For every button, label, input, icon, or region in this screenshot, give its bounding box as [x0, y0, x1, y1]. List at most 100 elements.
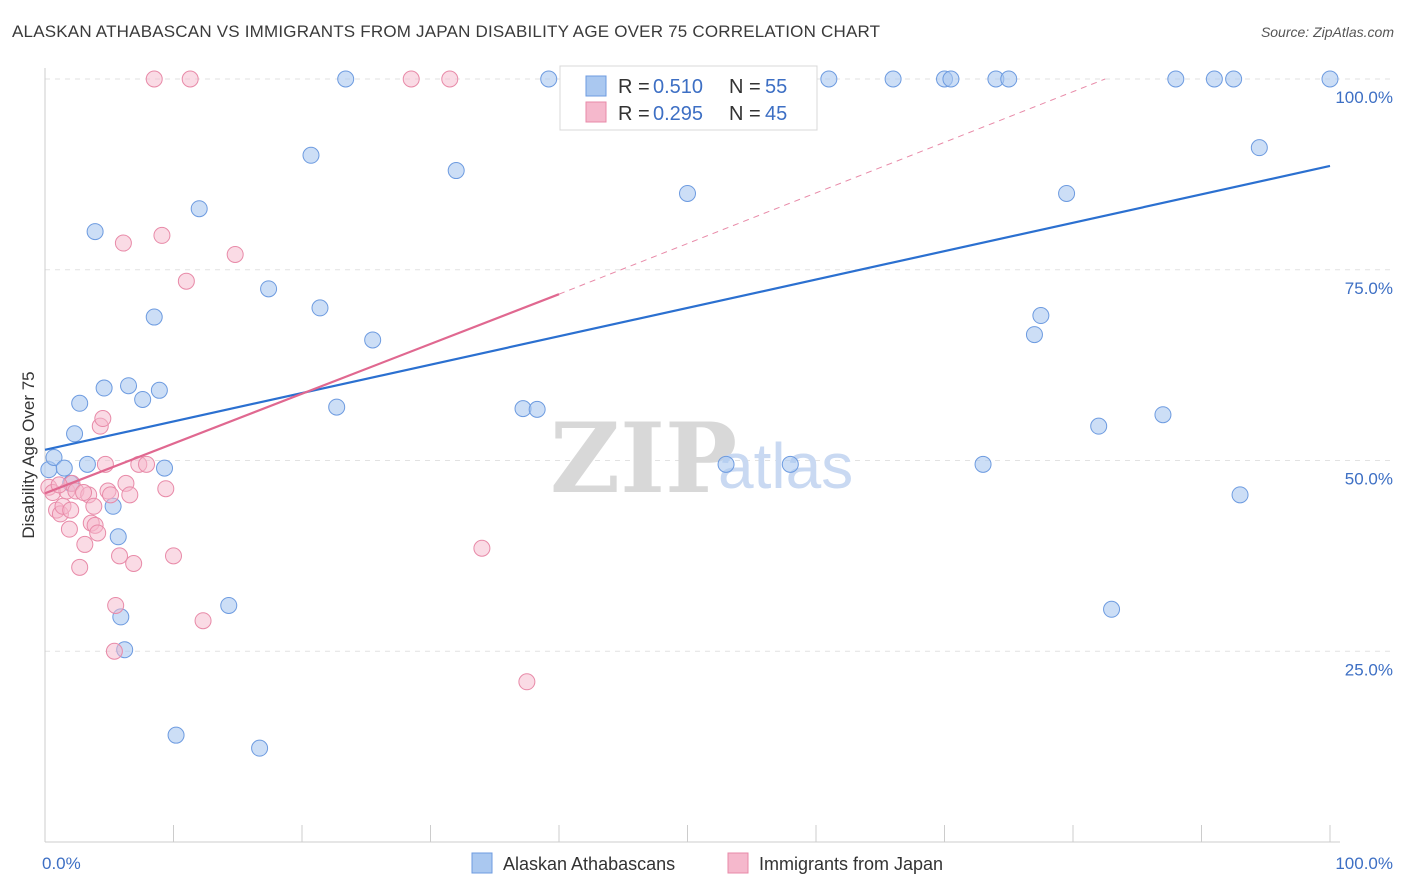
point-immigrants-from-japan: [138, 455, 156, 473]
point-alaskan-athabascans: [260, 280, 278, 298]
bottom-legend-label-blue: Alaskan Athabascans: [503, 854, 675, 874]
point-immigrants-from-japan: [76, 535, 94, 553]
point-alaskan-athabascans: [150, 381, 168, 399]
grid-lines: [45, 78, 1395, 652]
point-immigrants-from-japan: [125, 555, 143, 573]
point-immigrants-from-japan: [145, 70, 163, 88]
legend-r-label-blue: R =: [618, 76, 650, 98]
point-alaskan-athabascans: [717, 455, 735, 473]
point-alaskan-athabascans: [55, 459, 73, 477]
point-immigrants-from-japan: [105, 642, 123, 660]
point-immigrants-from-japan: [441, 70, 459, 88]
legend-r-value-blue: 0.510: [653, 76, 703, 98]
point-alaskan-athabascans: [1167, 70, 1185, 88]
point-alaskan-athabascans: [679, 184, 696, 202]
x-tick-label-0: 0.0%: [42, 854, 81, 873]
point-alaskan-athabascans: [1025, 326, 1043, 344]
point-alaskan-athabascans: [328, 398, 346, 416]
point-alaskan-athabascans: [1058, 184, 1076, 202]
y-tick-label-0: 25.0%: [1345, 660, 1393, 679]
legend-n-value-pink: 45: [765, 103, 787, 125]
legend-swatch-pink: [585, 101, 607, 123]
point-alaskan-athabascans: [884, 70, 902, 88]
point-immigrants-from-japan: [102, 486, 120, 504]
point-alaskan-athabascans: [251, 739, 269, 757]
point-immigrants-from-japan: [111, 547, 129, 565]
point-immigrants-from-japan: [107, 596, 125, 614]
point-alaskan-athabascans: [1154, 406, 1172, 424]
point-immigrants-from-japan: [71, 558, 89, 576]
legend-n-label-blue: N =: [729, 76, 761, 98]
y-tick-label-1: 50.0%: [1345, 470, 1393, 489]
point-immigrants-from-japan: [402, 70, 420, 88]
legend-r-value-pink: 0.295: [653, 103, 703, 125]
trend-line-immigrants-from-japan: [44, 293, 560, 495]
point-immigrants-from-japan: [60, 520, 78, 538]
point-immigrants-from-japan: [177, 272, 195, 290]
point-immigrants-from-japan: [114, 234, 132, 252]
point-immigrants-from-japan: [62, 501, 80, 519]
point-alaskan-athabascans: [167, 726, 185, 744]
point-alaskan-athabascans: [45, 448, 63, 466]
legend-r-label-pink: R =: [618, 103, 650, 125]
point-alaskan-athabascans: [514, 400, 532, 418]
legend-n-value-blue: 55: [765, 76, 787, 98]
point-immigrants-from-japan: [226, 245, 244, 263]
bottom-legend: Alaskan Athabascans Immigrants from Japa…: [471, 852, 943, 874]
point-alaskan-athabascans: [447, 162, 465, 180]
point-alaskan-athabascans: [1032, 307, 1050, 325]
chart-title: ALASKAN ATHABASCAN VS IMMIGRANTS FROM JA…: [12, 22, 881, 41]
axes: [44, 68, 1340, 843]
legend-swatch-blue: [585, 75, 607, 97]
point-immigrants-from-japan: [94, 410, 112, 428]
bottom-legend-label-pink: Immigrants from Japan: [759, 854, 943, 874]
point-alaskan-athabascans: [220, 596, 238, 614]
point-alaskan-athabascans: [190, 200, 208, 218]
point-immigrants-from-japan: [153, 226, 171, 244]
x-tick-labels: 0.0% 100.0%: [42, 854, 1393, 873]
point-alaskan-athabascans: [66, 425, 84, 443]
point-alaskan-athabascans: [781, 455, 799, 473]
point-alaskan-athabascans: [71, 394, 89, 412]
point-alaskan-athabascans: [145, 308, 163, 326]
bottom-legend-swatch-blue: [471, 852, 493, 874]
point-alaskan-athabascans: [1090, 417, 1108, 435]
point-alaskan-athabascans: [942, 70, 960, 88]
point-alaskan-athabascans: [1225, 70, 1243, 88]
point-alaskan-athabascans: [528, 400, 546, 418]
point-alaskan-athabascans: [1205, 70, 1223, 88]
point-alaskan-athabascans: [1000, 70, 1018, 88]
point-immigrants-from-japan: [473, 539, 491, 557]
point-immigrants-from-japan: [75, 484, 93, 502]
point-immigrants-from-japan: [89, 524, 107, 542]
point-immigrants-from-japan: [121, 486, 139, 504]
point-immigrants-from-japan: [165, 547, 182, 565]
point-alaskan-athabascans: [134, 390, 152, 408]
point-alaskan-athabascans: [1231, 486, 1249, 504]
point-immigrants-from-japan: [157, 480, 175, 498]
point-alaskan-athabascans: [311, 299, 329, 317]
point-immigrants-from-japan: [85, 497, 103, 515]
legend: R = 0.510 N = 55 R = 0.295 N = 45: [559, 65, 818, 131]
y-tick-labels: 25.0% 50.0% 75.0% 100.0%: [1335, 88, 1393, 679]
point-immigrants-from-japan: [181, 70, 199, 88]
point-immigrants-from-japan: [194, 612, 212, 630]
watermark-zip: ZIP: [550, 402, 737, 515]
point-alaskan-athabascans: [1250, 139, 1268, 157]
point-alaskan-athabascans: [86, 223, 104, 241]
point-alaskan-athabascans: [302, 146, 320, 164]
point-alaskan-athabascans: [820, 70, 838, 88]
series-immigrants-from-japan: [40, 70, 536, 691]
y-axis-label: Disability Age Over 75: [19, 371, 38, 538]
point-alaskan-athabascans: [156, 459, 174, 477]
trend-line-alaskan-athabascans: [44, 164, 1331, 451]
y-tick-label-3: 100.0%: [1335, 88, 1393, 107]
y-tick-label-2: 75.0%: [1345, 279, 1393, 298]
point-alaskan-athabascans: [1103, 600, 1121, 618]
source-label: Source: ZipAtlas.com: [1260, 24, 1394, 40]
trend-lines: [44, 78, 1331, 495]
x-tick-label-1: 100.0%: [1335, 854, 1393, 873]
point-alaskan-athabascans: [337, 70, 355, 88]
point-alaskan-athabascans: [78, 455, 96, 473]
